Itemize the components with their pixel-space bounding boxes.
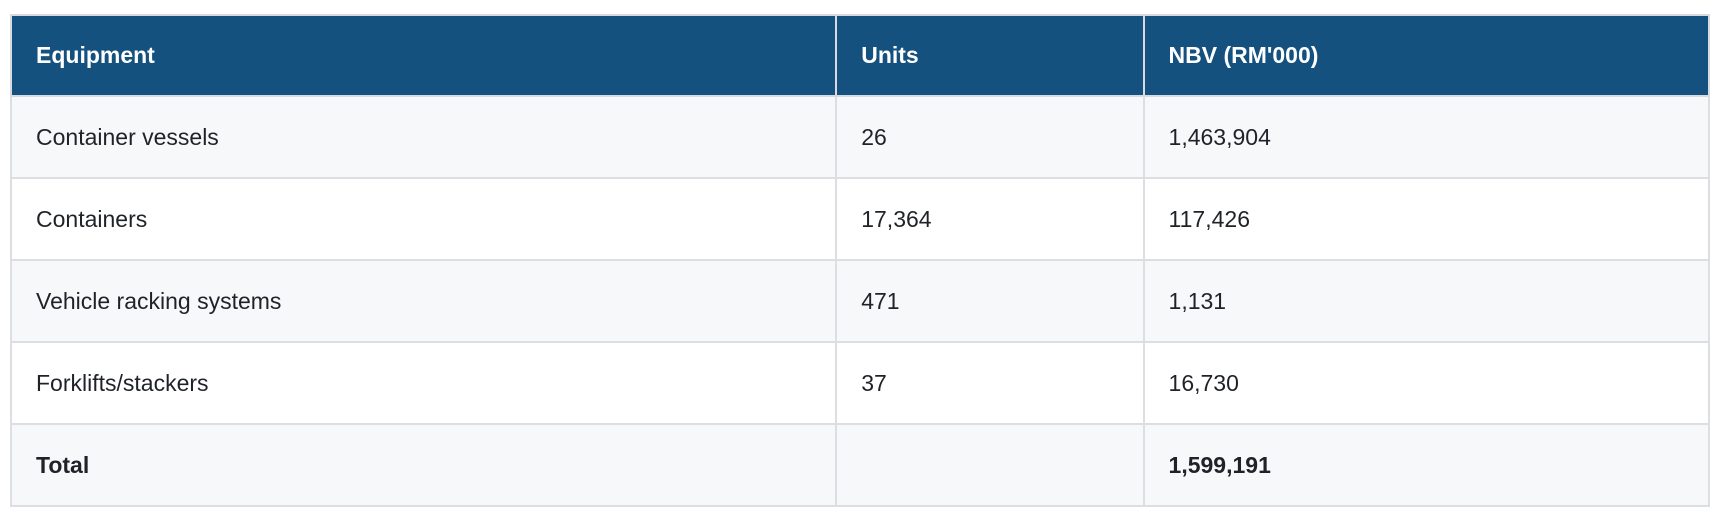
equipment-table: Equipment Units NBV (RM'000) Container v… xyxy=(9,14,1711,507)
table-row: Container vessels 26 1,463,904 xyxy=(9,95,1711,179)
cell-equipment: Vehicle racking systems xyxy=(9,259,838,343)
cell-nbv: 1,463,904 xyxy=(1142,95,1711,179)
cell-equipment: Containers xyxy=(9,177,838,261)
cell-equipment: Forklifts/stackers xyxy=(9,341,838,425)
table-row: Vehicle racking systems 471 1,131 xyxy=(9,259,1711,343)
cell-total-label: Total xyxy=(9,423,838,507)
cell-nbv: 117,426 xyxy=(1142,177,1711,261)
table-row: Forklifts/stackers 37 16,730 xyxy=(9,341,1711,425)
table-total-row: Total 1,599,191 xyxy=(9,423,1711,507)
cell-units: 17,364 xyxy=(835,177,1145,261)
cell-nbv: 1,131 xyxy=(1142,259,1711,343)
header-cell-nbv: NBV (RM'000) xyxy=(1142,14,1711,97)
cell-units: 26 xyxy=(835,95,1145,179)
cell-total-nbv: 1,599,191 xyxy=(1142,423,1711,507)
table-row: Containers 17,364 117,426 xyxy=(9,177,1711,261)
header-cell-equipment: Equipment xyxy=(9,14,838,97)
table-header-row: Equipment Units NBV (RM'000) xyxy=(9,14,1711,97)
cell-nbv: 16,730 xyxy=(1142,341,1711,425)
header-cell-units: Units xyxy=(835,14,1145,97)
cell-total-units xyxy=(835,423,1145,507)
cell-units: 37 xyxy=(835,341,1145,425)
cell-equipment: Container vessels xyxy=(9,95,838,179)
cell-units: 471 xyxy=(835,259,1145,343)
